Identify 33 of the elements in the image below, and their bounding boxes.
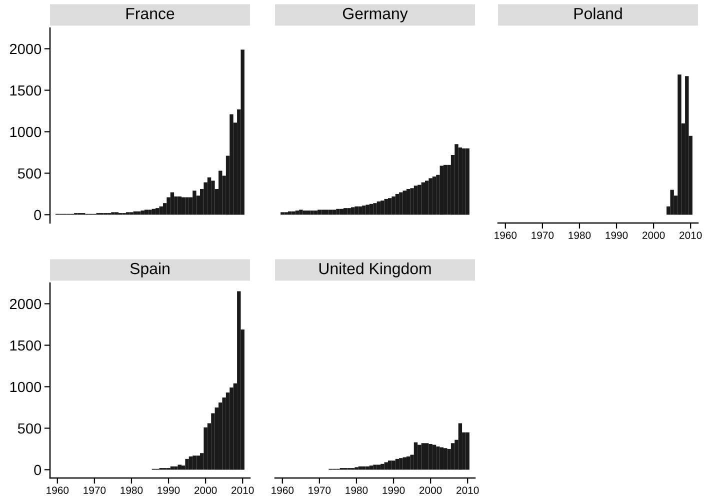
x-tick-label: 2000 bbox=[419, 486, 442, 494]
x-tick-label: 1990 bbox=[382, 486, 405, 494]
y-tick-label: 500 bbox=[18, 423, 42, 434]
y-tick-label: 0 bbox=[34, 210, 42, 220]
y-tick-label: 1000 bbox=[10, 126, 42, 138]
y-tick-label: 1500 bbox=[10, 85, 42, 96]
x-tick-label: 1980 bbox=[120, 486, 143, 494]
x-tick-label: 2000 bbox=[642, 232, 665, 239]
chart-title: France bbox=[126, 8, 174, 20]
x-tick-label: 1970 bbox=[84, 486, 106, 494]
y-tick-label: 1000 bbox=[10, 382, 42, 392]
x-tick-label: 2010 bbox=[232, 486, 254, 494]
y-tick-label: 1500 bbox=[10, 340, 42, 351]
x-tick-label: 2000 bbox=[194, 486, 217, 494]
x-tick-label: 1970 bbox=[532, 232, 554, 239]
x-tick-label: 1980 bbox=[346, 486, 368, 494]
y-tick-label: 500 bbox=[18, 168, 42, 179]
x-tick-label: 1970 bbox=[308, 486, 331, 494]
x-tick-label: 1990 bbox=[606, 232, 628, 239]
chart-title: Spain bbox=[130, 262, 170, 278]
y-tick-label: 2000 bbox=[10, 298, 42, 310]
y-tick-label: 0 bbox=[34, 464, 42, 476]
x-tick-label: 2010 bbox=[456, 486, 479, 494]
x-tick-label: 1990 bbox=[158, 486, 180, 494]
x-tick-label: 1960 bbox=[272, 486, 294, 494]
x-tick-label: 1980 bbox=[568, 232, 591, 239]
y-tick-label: 2000 bbox=[10, 44, 42, 54]
x-tick-label: 1960 bbox=[494, 232, 517, 239]
chart-title: Germany bbox=[342, 8, 408, 22]
chart-title: United Kingdom bbox=[319, 262, 431, 278]
x-tick-label: 2010 bbox=[680, 232, 702, 239]
chart-title: Poland bbox=[574, 7, 622, 20]
x-tick-label: 1960 bbox=[46, 486, 69, 494]
